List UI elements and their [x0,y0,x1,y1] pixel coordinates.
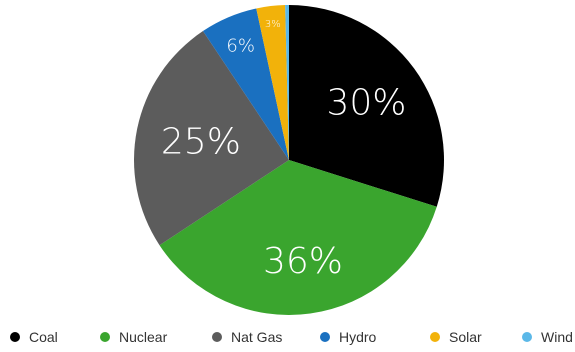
pie-slice-nat-gas [134,31,289,246]
pie-slice-solar [256,5,289,160]
legend-swatch [320,332,330,342]
slice-label-nat-gas: 25% [161,122,241,163]
pie-slice-wind [285,5,289,160]
pie-slice-hydro [202,8,289,160]
legend-swatch [212,332,222,342]
legend-item-nat-gas: Nat Gas [212,326,282,348]
legend-label: Hydro [339,329,377,345]
legend-label: Coal [29,329,58,345]
legend: Coal Nuclear Nat Gas Hydro Solar Wind [0,326,575,348]
legend-label: Wind [541,329,573,345]
slice-label-coal: 30% [326,83,406,124]
legend-label: Nuclear [119,329,168,345]
slice-label-solar: 3% [265,19,281,30]
slice-label-nuclear: 36% [263,241,343,282]
pie-slice-nuclear [159,160,437,315]
pie-chart-svg: 30% 36% 25% 6% 3% [134,5,445,315]
legend-item-solar: Solar [430,326,482,348]
legend-swatch [10,332,20,342]
legend-swatch [522,332,532,342]
legend-label: Solar [449,329,482,345]
slice-label-hydro: 6% [226,35,255,56]
legend-swatch [100,332,110,342]
legend-swatch [430,332,440,342]
legend-item-nuclear: Nuclear [100,326,167,348]
legend-item-coal: Coal [10,326,58,348]
pie-slice-coal [289,5,445,207]
legend-label: Nat Gas [231,329,283,345]
legend-item-hydro: Hydro [320,326,376,348]
legend-item-wind: Wind [522,326,573,348]
